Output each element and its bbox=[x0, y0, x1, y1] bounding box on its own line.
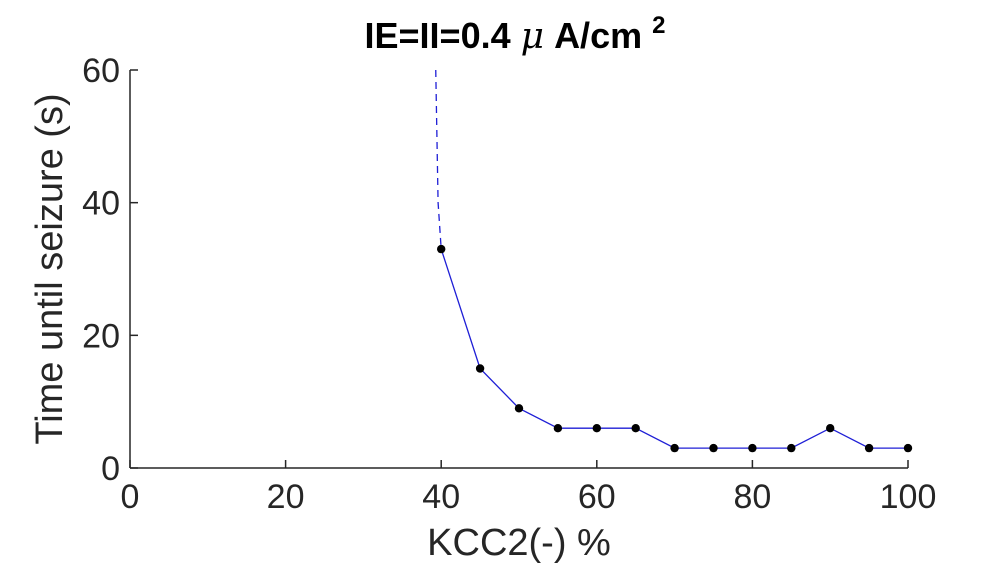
data-point-marker bbox=[475, 364, 485, 373]
y-tick-label: 20 bbox=[82, 317, 120, 355]
data-point-marker bbox=[826, 424, 835, 433]
chart-title-prefix: IE=II=0.4 bbox=[365, 15, 521, 56]
axes: 0 20 40 60 80 100 0 20 40 60 bbox=[82, 52, 936, 516]
data-point-marker bbox=[670, 443, 679, 453]
data-point-marker bbox=[631, 424, 640, 433]
chart-title: IE=II=0.4 μ A/cm 2 bbox=[365, 12, 666, 57]
x-tick-label: 100 bbox=[880, 478, 937, 516]
chart-title-greek: μ bbox=[521, 16, 544, 57]
x-tick-label: 0 bbox=[121, 478, 140, 516]
plot-area bbox=[435, 69, 913, 453]
chart-title-superscript: 2 bbox=[652, 12, 665, 39]
data-point-marker bbox=[787, 443, 796, 453]
x-tick-label: 40 bbox=[422, 478, 460, 516]
x-tick-label: 20 bbox=[267, 478, 305, 516]
data-point-marker bbox=[514, 404, 524, 413]
y-tick-label: 0 bbox=[101, 450, 120, 488]
series-line bbox=[440, 248, 908, 449]
x-axis-label: KCC2(-) % bbox=[427, 522, 611, 564]
data-point-marker bbox=[553, 424, 563, 433]
data-point-marker bbox=[903, 443, 913, 453]
data-point-marker bbox=[709, 443, 718, 453]
data-point-marker bbox=[748, 443, 757, 453]
data-point-marker bbox=[864, 443, 874, 453]
data-point-marker bbox=[592, 424, 601, 433]
data-point-marker bbox=[437, 244, 446, 254]
dashed-extrapolation-line bbox=[435, 69, 442, 250]
y-tick-label: 60 bbox=[82, 52, 120, 90]
x-tick-label: 60 bbox=[578, 478, 616, 516]
y-tick-label: 40 bbox=[82, 185, 120, 223]
chart-title-unit: A/cm bbox=[554, 15, 642, 56]
x-tick-label: 80 bbox=[733, 478, 771, 516]
y-axis-label: Time until seizure (s) bbox=[29, 93, 71, 444]
